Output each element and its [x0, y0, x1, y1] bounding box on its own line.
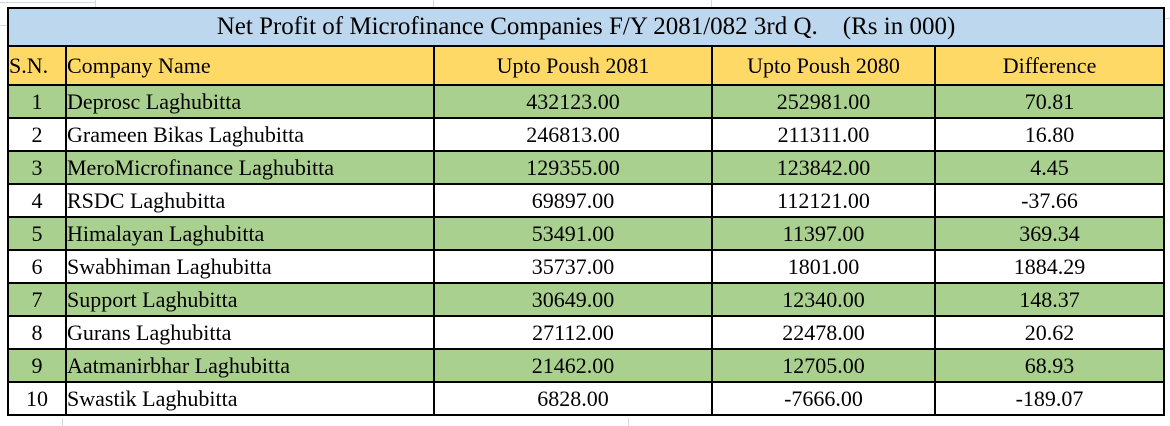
header-upto-poush-2081[interactable]: Upto Poush 2081 — [433, 45, 713, 86]
margin-gridline — [711, 0, 712, 8]
cell-upto-poush-2081[interactable]: 69897.00 — [433, 183, 713, 218]
cell-upto-poush-2081[interactable]: 27112.00 — [433, 315, 713, 350]
cell-difference[interactable]: 68.93 — [933, 348, 1166, 383]
cell-company-name[interactable]: Aatmanirbhar Laghubitta — [65, 348, 435, 383]
cell-sn[interactable]: 9 — [7, 348, 67, 383]
cell-company-name[interactable]: Gurans Laghubitta — [65, 315, 435, 350]
margin-gridline — [62, 418, 63, 426]
cell-difference[interactable]: 369.34 — [933, 216, 1166, 251]
cell-company-name[interactable]: Grameen Bikas Laghubitta — [65, 117, 435, 152]
cell-sn[interactable]: 3 — [7, 150, 67, 185]
cell-sn[interactable]: 7 — [7, 282, 67, 317]
header-sn[interactable]: S.N. — [7, 45, 67, 86]
cell-upto-poush-2080[interactable]: 123842.00 — [711, 150, 936, 185]
cell-company-name[interactable]: MeroMicrofinance Laghubitta — [65, 150, 435, 185]
cell-upto-poush-2080[interactable]: 22478.00 — [711, 315, 936, 350]
title-row: Net Profit of Microfinance Companies F/Y… — [6, 7, 1166, 47]
table-row: 9 Aatmanirbhar Laghubitta 21462.00 12705… — [7, 348, 1166, 383]
table-title-cell[interactable]: Net Profit of Microfinance Companies F/Y… — [6, 7, 1166, 47]
margin-gridline — [95, 0, 96, 8]
cell-upto-poush-2080[interactable]: -7666.00 — [711, 381, 936, 416]
cell-difference[interactable]: 20.62 — [933, 315, 1166, 350]
cell-company-name[interactable]: Himalayan Laghubitta — [65, 216, 435, 251]
cell-company-name[interactable]: Swastik Laghubitta — [65, 381, 435, 416]
cell-sn[interactable]: 6 — [7, 249, 67, 284]
cell-difference[interactable]: -37.66 — [933, 183, 1166, 218]
cell-company-name[interactable]: Swabhiman Laghubitta — [65, 249, 435, 284]
cell-difference[interactable]: 148.37 — [933, 282, 1166, 317]
cell-sn[interactable]: 4 — [7, 183, 67, 218]
header-upto-poush-2080[interactable]: Upto Poush 2080 — [711, 45, 936, 86]
cell-upto-poush-2080[interactable]: 12705.00 — [711, 348, 936, 383]
cell-upto-poush-2080[interactable]: 1801.00 — [711, 249, 936, 284]
table-row: 8 Gurans Laghubitta 27112.00 22478.00 20… — [7, 315, 1166, 350]
cell-difference[interactable]: 70.81 — [933, 84, 1166, 119]
table-row: 4 RSDC Laghubitta 69897.00 112121.00 -37… — [7, 183, 1166, 218]
table-row: 5 Himalayan Laghubitta 53491.00 11397.00… — [7, 216, 1166, 251]
cell-upto-poush-2081[interactable]: 35737.00 — [433, 249, 713, 284]
cell-company-name[interactable]: Support Laghubitta — [65, 282, 435, 317]
header-row: S.N. Company Name Upto Poush 2081 Upto P… — [7, 45, 1166, 86]
margin-gridline — [1163, 18, 1170, 19]
margin-gridline — [0, 25, 8, 26]
cell-upto-poush-2081[interactable]: 246813.00 — [433, 117, 713, 152]
cell-sn[interactable]: 5 — [7, 216, 67, 251]
cell-upto-poush-2080[interactable]: 12340.00 — [711, 282, 936, 317]
table-row: 1 Deprosc Laghubitta 432123.00 252981.00… — [7, 84, 1166, 119]
table-row: 3 MeroMicrofinance Laghubitta 129355.00 … — [7, 150, 1166, 185]
cell-upto-poush-2080[interactable]: 11397.00 — [711, 216, 936, 251]
cell-sn[interactable]: 1 — [7, 84, 67, 119]
cell-upto-poush-2081[interactable]: 6828.00 — [433, 381, 713, 416]
table-row: 10 Swastik Laghubitta 6828.00 -7666.00 -… — [7, 381, 1166, 416]
margin-gridline — [628, 418, 629, 426]
table-row: 7 Support Laghubitta 30649.00 12340.00 1… — [7, 282, 1166, 317]
cell-upto-poush-2081[interactable]: 432123.00 — [433, 84, 713, 119]
cell-difference[interactable]: 4.45 — [933, 150, 1166, 185]
cell-sn[interactable]: 8 — [7, 315, 67, 350]
cell-difference[interactable]: 1884.29 — [933, 249, 1166, 284]
cell-difference[interactable]: 16.80 — [933, 117, 1166, 152]
header-difference[interactable]: Difference — [933, 45, 1166, 86]
table-row: 2 Grameen Bikas Laghubitta 246813.00 211… — [7, 117, 1166, 152]
cell-upto-poush-2081[interactable]: 21462.00 — [433, 348, 713, 383]
cell-upto-poush-2081[interactable]: 53491.00 — [433, 216, 713, 251]
cell-upto-poush-2080[interactable]: 112121.00 — [711, 183, 936, 218]
net-profit-table: Net Profit of Microfinance Companies F/Y… — [6, 7, 1166, 416]
cell-sn[interactable]: 2 — [7, 117, 67, 152]
cell-upto-poush-2081[interactable]: 30649.00 — [433, 282, 713, 317]
cell-upto-poush-2080[interactable]: 211311.00 — [711, 117, 936, 152]
margin-gridline — [433, 0, 434, 8]
cell-company-name[interactable]: RSDC Laghubitta — [65, 183, 435, 218]
cell-sn[interactable]: 10 — [7, 381, 67, 416]
cell-difference[interactable]: -189.07 — [933, 381, 1166, 416]
margin-gridline — [0, 2, 96, 3]
header-company-name[interactable]: Company Name — [65, 45, 435, 86]
cell-upto-poush-2080[interactable]: 252981.00 — [711, 84, 936, 119]
cell-company-name[interactable]: Deprosc Laghubitta — [65, 84, 435, 119]
table-row: 6 Swabhiman Laghubitta 35737.00 1801.00 … — [7, 249, 1166, 284]
cell-upto-poush-2081[interactable]: 129355.00 — [433, 150, 713, 185]
